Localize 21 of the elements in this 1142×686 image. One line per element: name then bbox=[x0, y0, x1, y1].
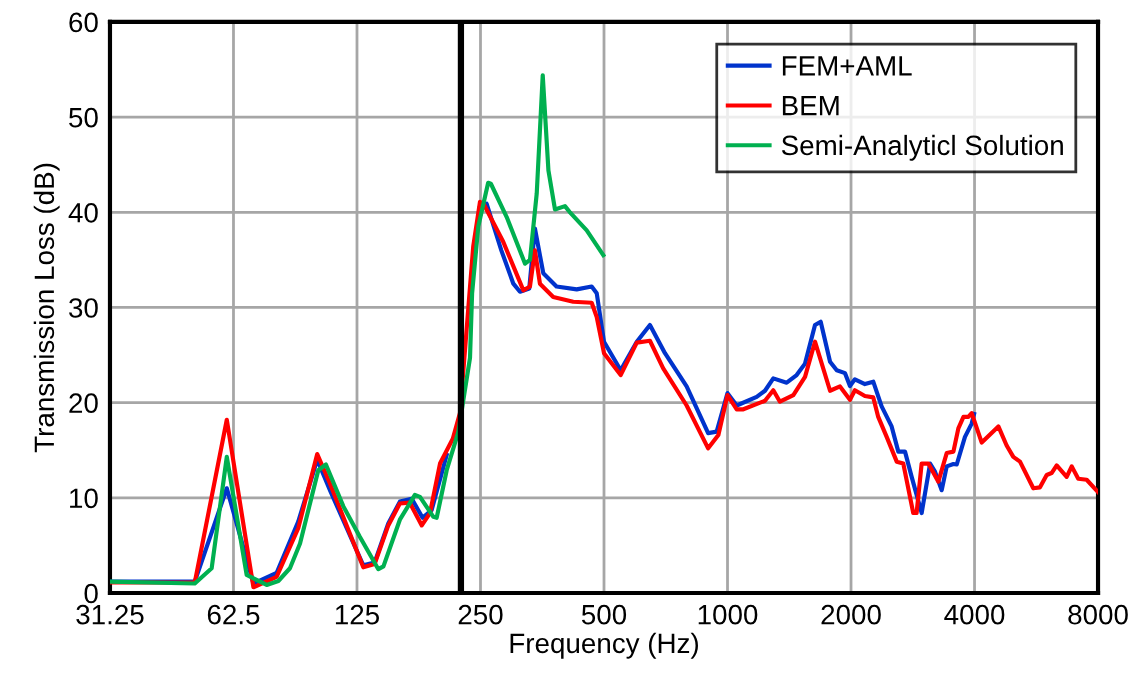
y-axis-title: Transmission Loss (dB) bbox=[33, 163, 60, 453]
x-tick-label: 250 bbox=[458, 604, 503, 625]
legend-label: BEM bbox=[782, 96, 839, 116]
y-tick-label: 0 bbox=[84, 583, 98, 604]
x-tick-label: 500 bbox=[581, 604, 627, 625]
y-tick-label: 20 bbox=[69, 393, 98, 413]
x-tick-label: 8000 bbox=[1068, 604, 1128, 625]
y-tick-label: 10 bbox=[70, 488, 98, 509]
x-tick-label: 62.5 bbox=[207, 604, 260, 625]
y-tick-label: 50 bbox=[69, 107, 98, 128]
x-tick-label: 2000 bbox=[821, 604, 881, 625]
x-tick-label: 125 bbox=[335, 604, 379, 625]
x-axis-title: Frequency (Hz) bbox=[510, 632, 698, 659]
y-tick-label: 30 bbox=[69, 298, 98, 318]
y-tick-label: 40 bbox=[68, 202, 98, 223]
legend-label: FEM+AML bbox=[782, 56, 912, 76]
x-tick-label: 31.25 bbox=[76, 604, 144, 625]
x-tick-label: 4000 bbox=[944, 604, 1005, 625]
y-tick-label: 60 bbox=[69, 12, 98, 33]
legend-label: Semi-Analyticl Solution bbox=[781, 134, 1063, 161]
x-tick-label: 1000 bbox=[698, 604, 758, 625]
